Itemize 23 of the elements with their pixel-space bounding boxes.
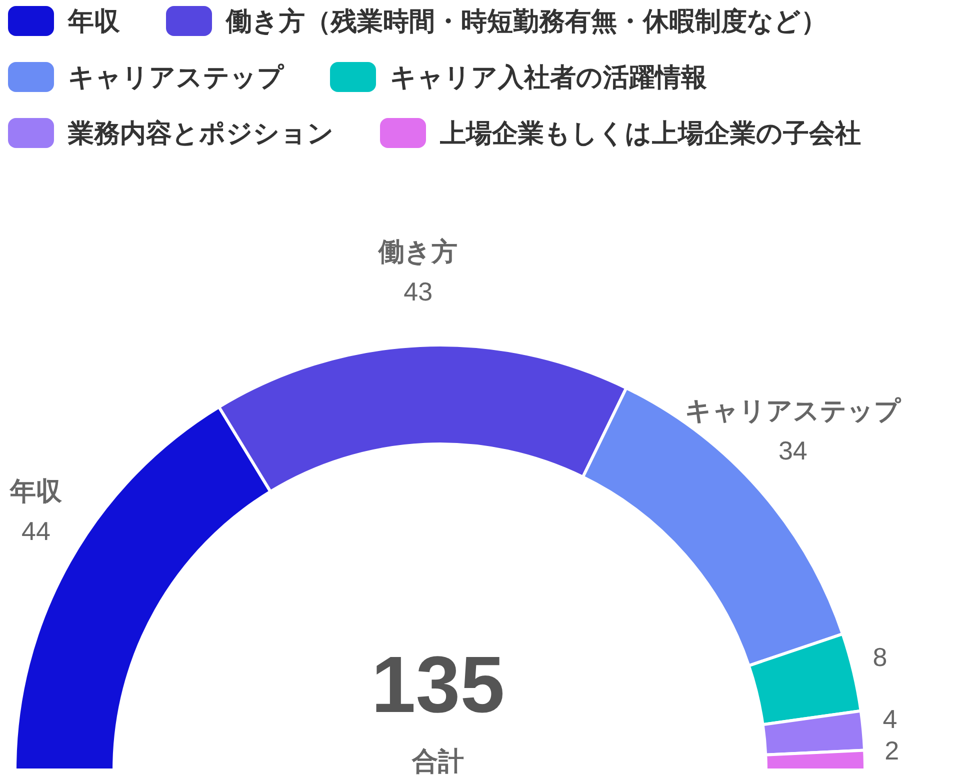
data-label: 4 <box>882 704 898 734</box>
text: 働き方 <box>378 236 458 267</box>
text: 合計 <box>411 746 464 776</box>
data-label: 2 <box>884 735 900 766</box>
legend-label: 働き方（残業時間・時短勤務有無・休暇制度など） <box>226 4 827 38</box>
data-label: 34 <box>778 436 808 466</box>
data-label: 44 <box>22 516 50 546</box>
legend-label: キャリア入社者の活躍情報 <box>390 60 707 94</box>
slice-label: キャリアステップ <box>684 396 902 426</box>
text: 135 <box>371 640 505 729</box>
slice-label: 年収 <box>9 476 63 506</box>
legend-item: キャリア入社者の活躍情報 <box>330 58 707 96</box>
legend-label: キャリアステップ <box>68 60 284 94</box>
legend-label: 年収 <box>68 4 120 38</box>
legend-item: キャリアステップ <box>8 58 284 96</box>
legend-item: 業務内容とポジション <box>8 114 334 152</box>
legend-item: 年収 <box>8 2 120 40</box>
data-label: 43 <box>404 276 433 307</box>
legend-item: 上場企業もしくは上場企業の子会社 <box>380 114 861 152</box>
legend-item: 働き方（残業時間・時短勤務有無・休暇制度など） <box>166 2 827 40</box>
data-label: 8 <box>872 642 888 672</box>
legend-label: 上場企業もしくは上場企業の子会社 <box>440 116 861 150</box>
legend-label: 業務内容とポジション <box>68 116 334 150</box>
